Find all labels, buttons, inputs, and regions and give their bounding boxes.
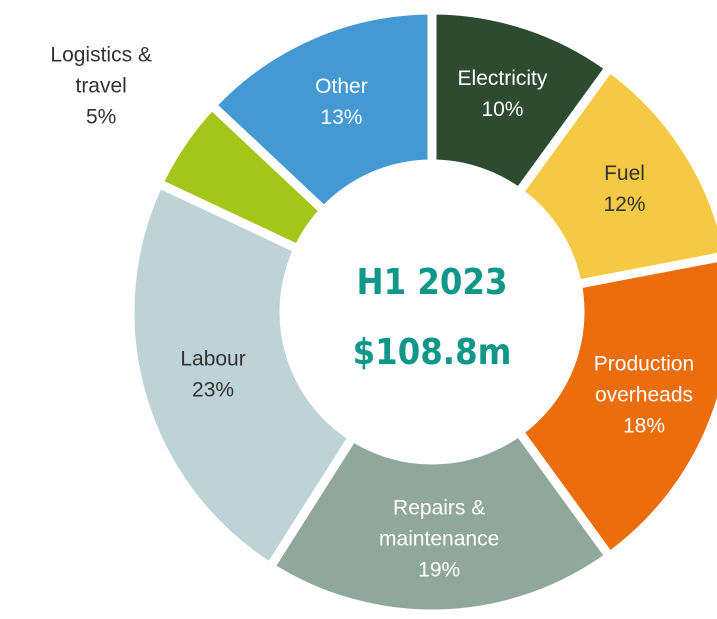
donut-slice: [512, 61, 717, 290]
donut-slice: [512, 253, 717, 563]
slice-label: Electricity: [458, 67, 548, 90]
center-total: $108.8m: [353, 332, 512, 373]
slice-value-label: 5%: [86, 106, 116, 129]
slice-value-label: 10%: [481, 98, 523, 121]
donut-slice: [205, 5, 437, 218]
slice-label: Other: [315, 75, 368, 98]
slice-label: travel: [75, 75, 126, 98]
donut-slice: [125, 177, 359, 574]
donut-slice: [263, 425, 616, 619]
slice-value-label: 18%: [623, 414, 665, 437]
slice-label: Logistics &: [50, 44, 152, 67]
slice-value-label: 23%: [192, 379, 234, 402]
slice-value-label: 13%: [320, 106, 362, 129]
slice-value-label: 19%: [418, 558, 460, 581]
slice-label: overheads: [595, 383, 693, 406]
slice-label: Repairs &: [393, 496, 485, 519]
slice-label: Production: [594, 352, 694, 375]
slice-label: maintenance: [379, 527, 499, 550]
slice-label: Fuel: [604, 162, 645, 185]
slice-value-label: 12%: [603, 193, 645, 216]
slice-label: Labour: [180, 348, 245, 371]
center-title: H1 2023: [356, 262, 507, 303]
